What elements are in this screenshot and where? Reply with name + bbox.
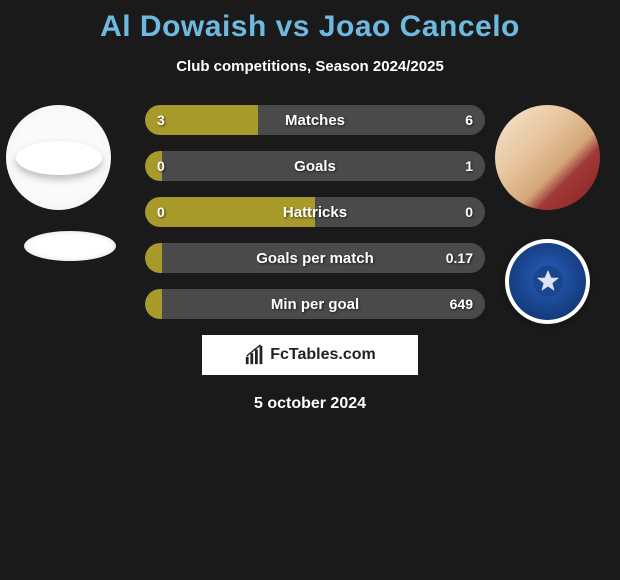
stat-label: Matches	[145, 105, 485, 135]
player-right-avatar	[495, 105, 600, 210]
branding-badge: FcTables.com	[202, 335, 418, 375]
stat-label: Min per goal	[145, 289, 485, 319]
stat-value-left: 0	[157, 151, 165, 181]
subtitle: Club competitions, Season 2024/2025	[0, 58, 620, 75]
placeholder-icon	[16, 141, 102, 175]
date: 5 october 2024	[0, 395, 620, 413]
stat-value-right: 1	[465, 151, 473, 181]
branding-text: FcTables.com	[270, 346, 376, 364]
team-left-badge	[24, 231, 116, 261]
player-left-avatar	[6, 105, 111, 210]
stat-row: Goals per match0.17	[145, 243, 485, 273]
chart-icon	[244, 344, 266, 366]
stat-label: Goals per match	[145, 243, 485, 273]
stat-value-right: 0.17	[446, 243, 473, 273]
stat-value-right: 649	[450, 289, 473, 319]
team-right-badge	[505, 239, 590, 324]
stat-label: Hattricks	[145, 197, 485, 227]
stat-row: Goals0 1	[145, 151, 485, 181]
stat-row: Hattricks0 0	[145, 197, 485, 227]
comparison-card: Al Dowaish vs Joao Cancelo Club competit…	[0, 0, 620, 413]
stat-bars: Matches36Goals01Hattricks00Goals per mat…	[145, 105, 485, 319]
stat-label: Goals	[145, 151, 485, 181]
stats-area: Matches36Goals01Hattricks00Goals per mat…	[0, 105, 620, 319]
stat-value-right: 0	[465, 197, 473, 227]
stat-row: Min per goal649	[145, 289, 485, 319]
stat-value-right: 6	[465, 105, 473, 135]
team-right-badge-inner	[526, 259, 570, 305]
stat-value-left: 0	[157, 197, 165, 227]
stat-value-left: 3	[157, 105, 165, 135]
stat-row: Matches3 6	[145, 105, 485, 135]
title: Al Dowaish vs Joao Cancelo	[0, 10, 620, 44]
